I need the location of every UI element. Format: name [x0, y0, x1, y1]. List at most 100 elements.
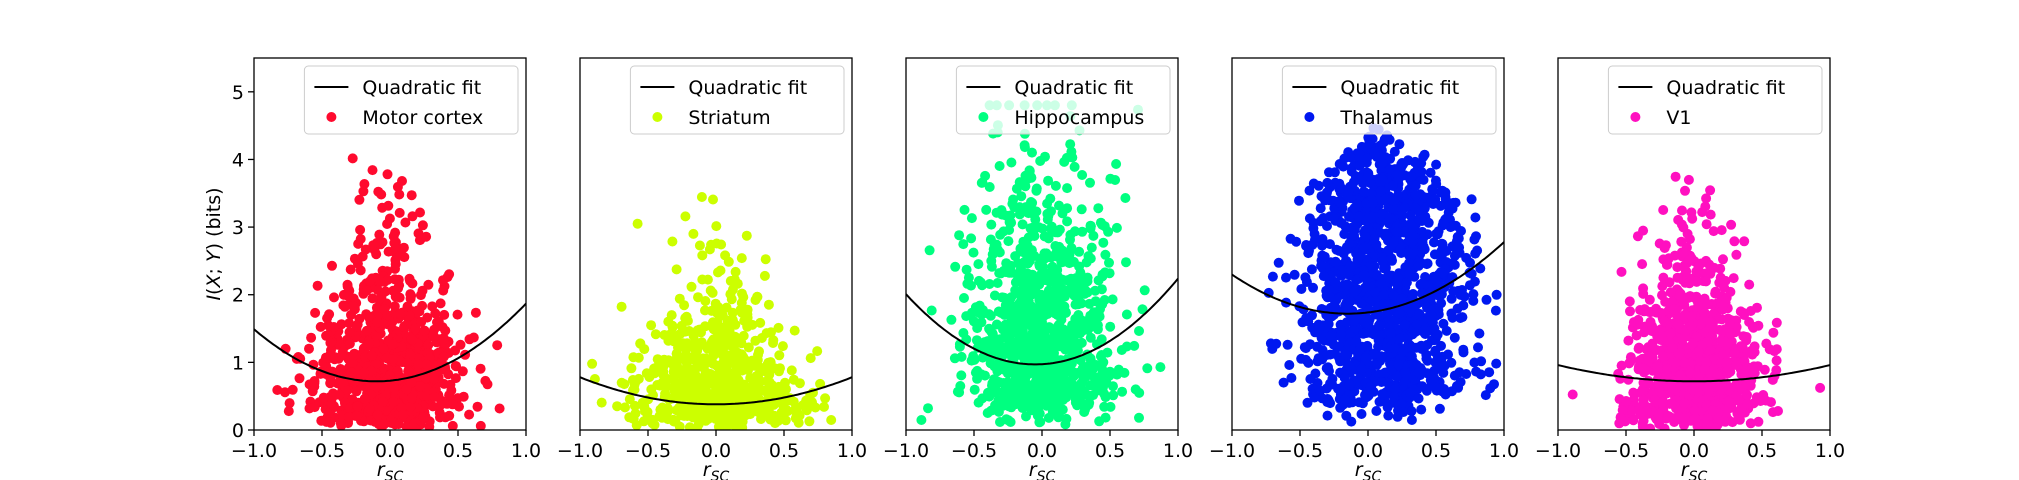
- scatter-point: [1377, 174, 1388, 185]
- scatter-point: [686, 281, 697, 292]
- scatter-point: [1330, 277, 1341, 288]
- scatter-point: [1673, 319, 1684, 330]
- scatter-point: [1121, 341, 1132, 352]
- x-tick-label: 0.5: [443, 440, 473, 462]
- scatter-point: [421, 231, 432, 242]
- scatter-point: [1449, 332, 1460, 343]
- scatter-point: [1638, 363, 1649, 373]
- scatter-point: [633, 352, 644, 363]
- scatter-point: [1624, 296, 1635, 307]
- scatter-point: [315, 321, 326, 332]
- plot-area: [1232, 123, 1504, 427]
- x-tick-label: −0.5: [299, 440, 345, 462]
- scatter-point: [280, 387, 290, 398]
- scatter-point: [1349, 230, 1359, 241]
- scatter-point: [727, 337, 738, 348]
- x-tick-label: −1.0: [1209, 440, 1255, 462]
- scatter-point: [1771, 317, 1782, 328]
- scatter-point: [1457, 285, 1467, 295]
- scatter-point: [1481, 294, 1492, 305]
- scatter-point: [966, 213, 977, 224]
- scatter-point: [447, 420, 458, 430]
- scatter-point: [452, 309, 463, 320]
- scatter-point: [1683, 278, 1694, 288]
- scatter-point: [1356, 298, 1367, 309]
- scatter-point: [1464, 267, 1475, 278]
- scatter-point: [690, 384, 701, 395]
- scatter-point: [723, 384, 733, 395]
- scatter-point: [472, 401, 483, 412]
- scatter-point: [1688, 292, 1699, 303]
- scatter-point: [1016, 368, 1026, 379]
- x-tick-label: 0.0: [701, 440, 731, 462]
- scatter-point: [780, 415, 791, 426]
- scatter-point: [975, 277, 986, 288]
- x-axis-label: rSC: [1029, 459, 1056, 480]
- scatter-point: [1024, 255, 1035, 266]
- scatter-point: [1054, 408, 1064, 419]
- scatter-point: [1079, 407, 1090, 417]
- scatter-point: [1006, 157, 1017, 168]
- scatter-point: [1055, 385, 1066, 396]
- scatter-point: [1036, 289, 1047, 300]
- scatter-point: [692, 423, 702, 430]
- scatter-point: [1026, 313, 1037, 324]
- scatter-point: [820, 393, 831, 404]
- scatter-point: [1641, 406, 1652, 417]
- scatter-point: [1686, 321, 1697, 331]
- scatter-point: [980, 370, 990, 381]
- scatter-point: [1017, 219, 1028, 230]
- scatter-point: [419, 325, 430, 336]
- scatter-point: [759, 270, 770, 281]
- scatter-point: [404, 310, 415, 321]
- scatter-point: [367, 165, 378, 176]
- scatter-point: [1325, 239, 1335, 250]
- scatter-point: [387, 339, 398, 350]
- scatter-point: [1429, 237, 1439, 248]
- scatter-point: [1074, 246, 1085, 257]
- scatter-point: [440, 325, 451, 336]
- scatter-point: [1088, 230, 1099, 241]
- scatter-point: [682, 315, 693, 326]
- scatter-point: [388, 354, 398, 365]
- scatter-point: [352, 401, 363, 412]
- scatter-point: [657, 412, 667, 423]
- scatter-point: [428, 330, 439, 341]
- scatter-point: [1383, 410, 1394, 421]
- scatter-point: [958, 328, 969, 338]
- scatter-point: [375, 239, 386, 250]
- x-tick-label: 0.5: [1095, 440, 1125, 462]
- scatter-point: [727, 307, 738, 318]
- scatter-point: [355, 224, 366, 235]
- scatter-point: [692, 325, 703, 336]
- scatter-point: [629, 400, 640, 411]
- scatter-point: [685, 373, 696, 384]
- scatter-point: [1768, 407, 1778, 418]
- scatter-point: [1742, 398, 1753, 409]
- scatter-point: [1439, 384, 1450, 394]
- scatter-point: [768, 335, 779, 346]
- scatter-point: [1335, 356, 1346, 367]
- quadratic-fit-line: [906, 277, 1178, 366]
- scatter-point: [415, 207, 425, 218]
- legend-label-series: Hippocampus: [1014, 107, 1144, 129]
- scatter-point: [740, 410, 751, 421]
- scatter-point: [450, 373, 461, 384]
- scatter-point: [1105, 321, 1116, 332]
- x-tick-label: 0.5: [769, 440, 799, 462]
- scatter-point: [1445, 222, 1456, 233]
- scatter-point: [1373, 335, 1384, 346]
- scatter-point: [382, 274, 393, 285]
- scatter-point: [344, 411, 355, 422]
- scatter-point: [1040, 151, 1050, 162]
- scatter-point: [1323, 362, 1333, 373]
- scatter-point: [377, 396, 388, 407]
- scatter-point: [1344, 360, 1355, 370]
- x-tick-label: −1.0: [557, 440, 603, 462]
- x-tick-label: 1.0: [1489, 440, 1519, 462]
- scatter-point: [1349, 316, 1360, 327]
- scatter-point: [678, 342, 689, 353]
- scatter-point: [1017, 247, 1028, 257]
- legend-label-series: Motor cortex: [362, 107, 483, 129]
- scatter-point: [1339, 372, 1350, 383]
